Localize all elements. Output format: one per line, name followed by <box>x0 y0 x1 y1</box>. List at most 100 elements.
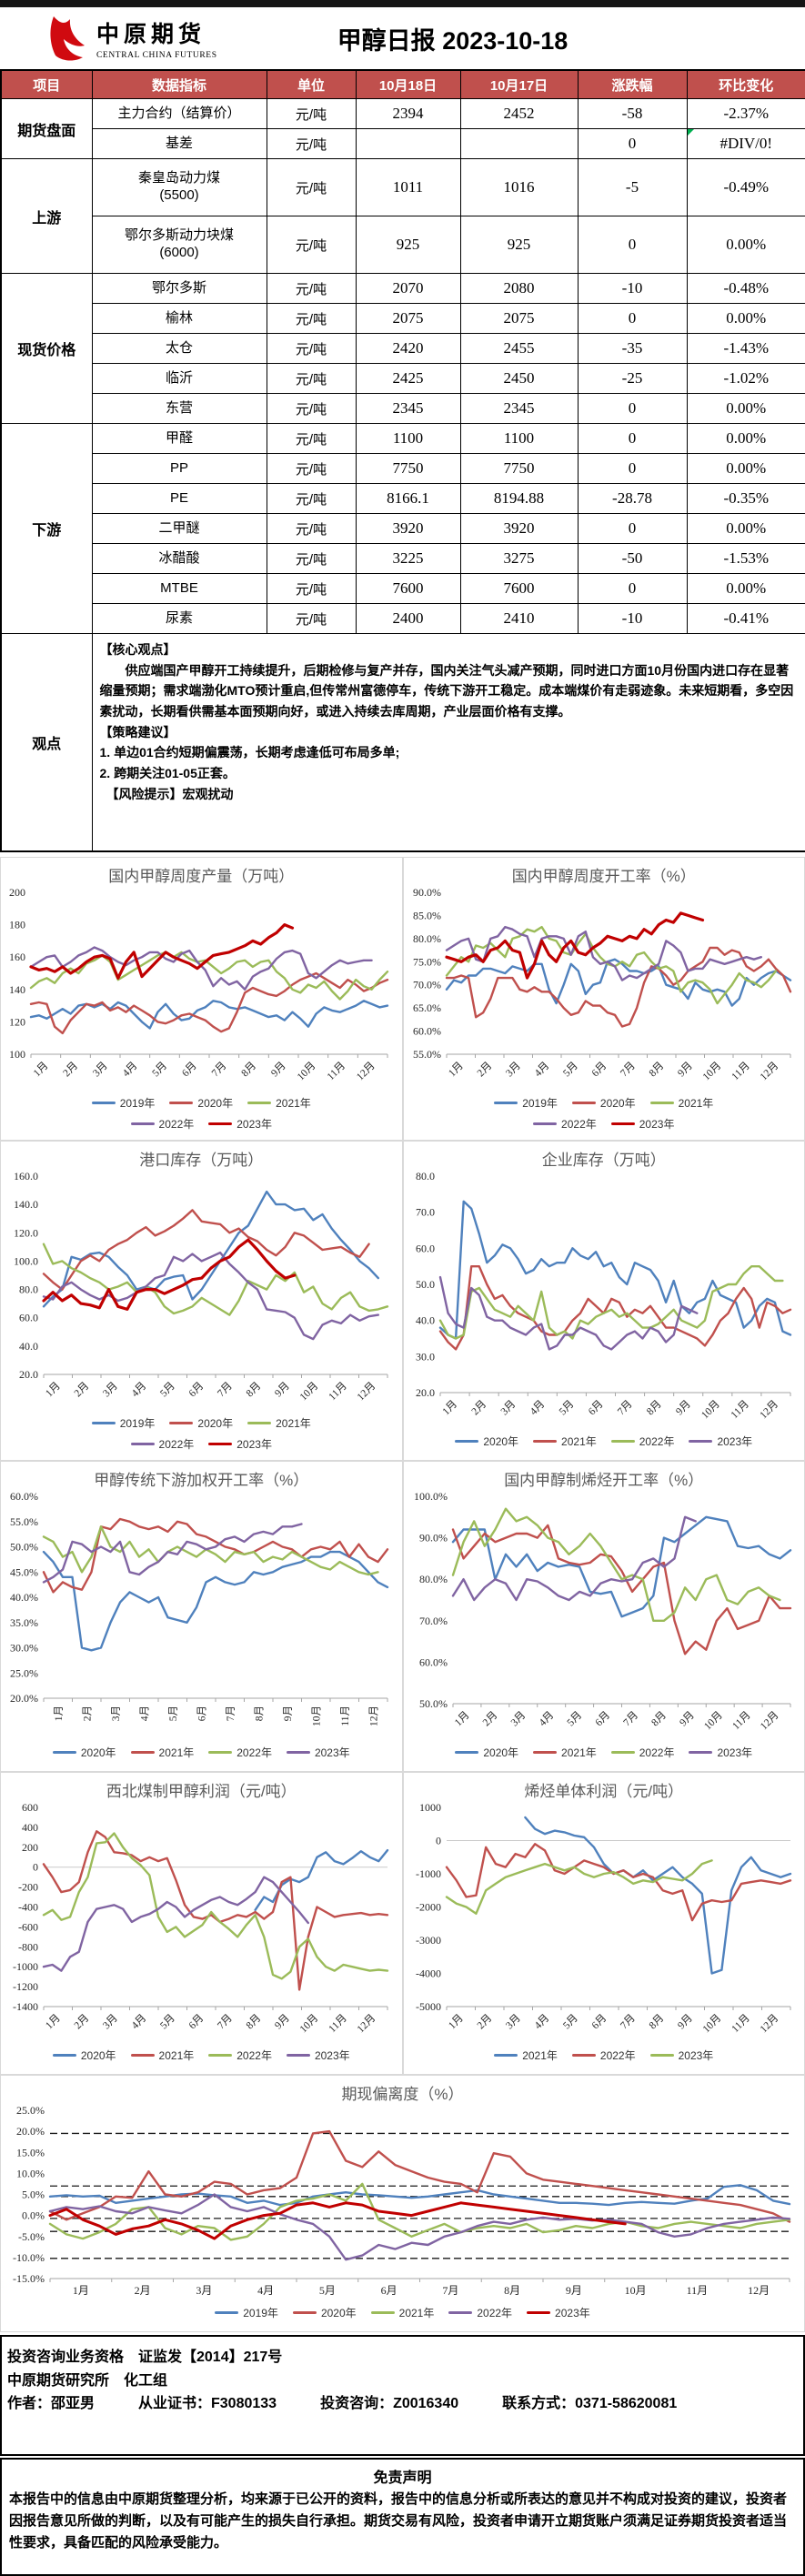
legend-item: 2022年 <box>611 1434 675 1449</box>
table-cell: 临沂 <box>92 364 267 394</box>
legend-label: 2020年 <box>483 1745 518 1760</box>
svg-text:90.0%: 90.0% <box>419 1532 448 1545</box>
table-cell: 1016 <box>460 159 578 216</box>
table-cell: 7750 <box>460 454 578 484</box>
footer-credentials: 投资咨询业务资格 证监发【2014】217号 中原期货研究所 化工组 作者：邵亚… <box>0 2335 805 2456</box>
table-cell: 2080 <box>460 274 578 304</box>
legend-swatch <box>92 1102 116 1105</box>
table-cell: PE <box>92 484 267 514</box>
table-cell: -1.53% <box>687 544 805 574</box>
legend-label: 2020年 <box>321 2305 357 2320</box>
svg-text:7月: 7月 <box>621 1710 640 1729</box>
table-cell: -0.48% <box>687 274 805 304</box>
legend-swatch <box>650 1102 674 1105</box>
table-cell: -1.02% <box>687 364 805 394</box>
viewpoint-row: 观点【核心观点】 供应端国产甲醇开工持续提升，后期检修与复产并存，国内关注气头减… <box>1 634 805 852</box>
legend-item: 2022年 <box>131 1436 195 1452</box>
table-cell: 元/吨 <box>267 216 356 274</box>
legend-label: 2021年 <box>276 1095 311 1111</box>
svg-text:4月: 4月 <box>532 1061 551 1080</box>
svg-text:70.0%: 70.0% <box>419 1615 448 1627</box>
svg-text:8月: 8月 <box>254 1706 265 1721</box>
legend-swatch <box>448 2311 472 2315</box>
disclaimer-title: 免责声明 <box>9 2465 796 2487</box>
svg-text:6月: 6月 <box>187 1381 206 1400</box>
svg-text:9月: 9月 <box>269 1061 288 1080</box>
table-cell: 1100 <box>356 424 460 454</box>
svg-text:11月: 11月 <box>687 2284 709 2297</box>
legend-swatch <box>208 2054 232 2058</box>
svg-text:2月: 2月 <box>73 2013 92 2032</box>
table-cell: 元/吨 <box>267 274 356 304</box>
table-cell: 7750 <box>356 454 460 484</box>
table-cell: 榆林 <box>92 304 267 334</box>
svg-text:25.0%: 25.0% <box>10 1666 38 1679</box>
svg-text:4月: 4月 <box>257 2284 274 2297</box>
svg-text:50.0: 50.0 <box>416 1278 435 1291</box>
legend-item: 2021年 <box>131 2048 195 2063</box>
table-cell: 0 <box>578 454 687 484</box>
svg-text:-1000: -1000 <box>416 1867 441 1880</box>
svg-text:2月: 2月 <box>135 2284 151 2297</box>
table-cell: -58 <box>578 99 687 129</box>
price-table: 项目 数据指标 单位 10月18日 10月17日 涨跌幅 环比变化 期货盘面主力… <box>0 69 805 852</box>
table-cell: 冰醋酸 <box>92 544 267 574</box>
svg-text:120.0: 120.0 <box>14 1226 38 1239</box>
svg-text:12月: 12月 <box>748 2284 770 2297</box>
legend-label: 2020年 <box>483 1434 518 1449</box>
table-cell: 元/吨 <box>267 334 356 364</box>
svg-text:-5.0%: -5.0% <box>18 2230 45 2243</box>
svg-text:200: 200 <box>9 886 25 899</box>
group-label: 上游 <box>1 159 92 274</box>
svg-text:1月: 1月 <box>440 1399 459 1418</box>
svg-text:100.0%: 100.0% <box>414 1490 448 1503</box>
svg-text:2月: 2月 <box>475 1061 494 1080</box>
table-cell: -25 <box>578 364 687 394</box>
legend-label: 2019年 <box>120 1415 156 1431</box>
svg-text:10月: 10月 <box>699 1399 722 1422</box>
table-cell: 0.00% <box>687 216 805 274</box>
table-cell: PP <box>92 454 267 484</box>
table-cell: 元/吨 <box>267 484 356 514</box>
svg-text:3月: 3月 <box>101 2013 120 2032</box>
table-cell: 0 <box>578 574 687 604</box>
legend-item: 2021年 <box>533 1434 597 1449</box>
chart-title: 期现偏离度（%） <box>1 2076 804 2103</box>
legend-swatch <box>650 2054 674 2058</box>
svg-text:1月: 1月 <box>32 1061 51 1080</box>
legend-swatch <box>293 2311 317 2315</box>
svg-text:8月: 8月 <box>245 1381 264 1400</box>
legend-item: 2022年 <box>208 1745 272 1760</box>
table-cell: 元/吨 <box>267 394 356 424</box>
disclaimer-box: 免责声明 本报告中的信息由中原期货整理分析，均来源于已公开的资料，报告中的信息分… <box>0 2458 805 2576</box>
svg-text:0: 0 <box>33 1861 38 1874</box>
svg-text:160: 160 <box>9 951 25 963</box>
legend-swatch <box>215 2311 238 2315</box>
svg-text:11月: 11月 <box>730 1061 751 1082</box>
svg-text:4月: 4月 <box>130 1381 149 1400</box>
table-cell: 东营 <box>92 394 267 424</box>
legend-swatch <box>169 1422 193 1425</box>
svg-text:8月: 8月 <box>239 1061 258 1080</box>
chart-title: 国内甲醇周度产量（万吨） <box>1 858 402 885</box>
table-cell <box>460 129 578 159</box>
legend-item: 2023年 <box>650 2048 714 2063</box>
svg-text:3月: 3月 <box>196 2284 212 2297</box>
svg-text:80.0: 80.0 <box>416 1170 435 1182</box>
legend-label: 2022年 <box>561 1116 597 1132</box>
legend-label: 2022年 <box>639 1745 675 1760</box>
legend-item: 2023年 <box>208 1116 272 1132</box>
table-cell: -0.35% <box>687 484 805 514</box>
svg-text:12月: 12月 <box>356 1381 378 1404</box>
svg-text:12月: 12月 <box>758 1061 780 1083</box>
table-cell: 2410 <box>460 604 578 634</box>
